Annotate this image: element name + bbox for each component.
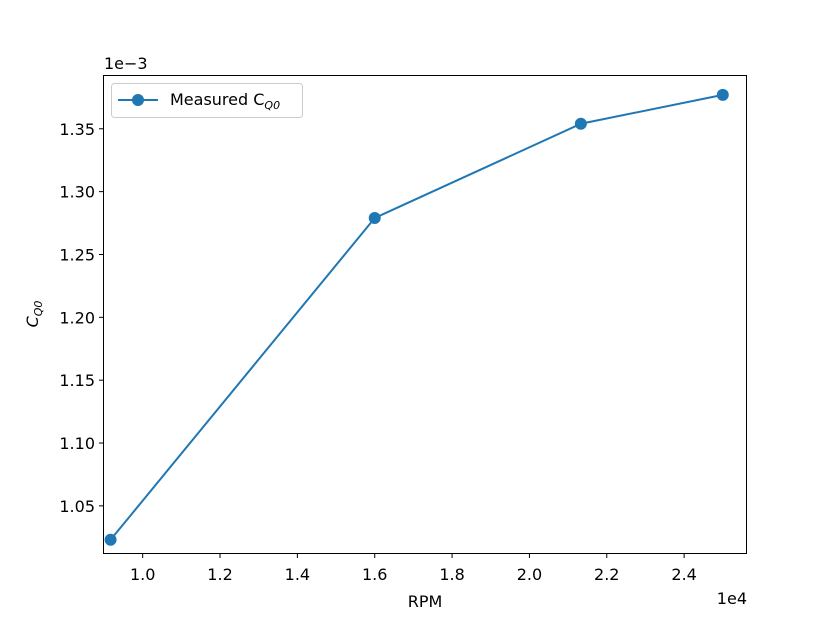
y-tick-label: 1.05 bbox=[59, 497, 95, 516]
legend-label-sub: Q0 bbox=[264, 99, 280, 112]
data-point bbox=[368, 212, 381, 225]
y-tick-label: 1.25 bbox=[59, 245, 95, 264]
x-tick-label: 2.0 bbox=[517, 565, 542, 584]
x-tick-label: 1.2 bbox=[207, 565, 232, 584]
x-tick-label: 2.2 bbox=[594, 565, 619, 584]
data-point bbox=[716, 88, 729, 101]
y-axis-label-main: C bbox=[23, 315, 42, 327]
x-tick-label: 2.4 bbox=[671, 565, 696, 584]
plot-layer bbox=[104, 88, 729, 546]
y-axis: 1.05 1.10 1.15 1.20 1.25 1.30 1.35 bbox=[59, 120, 104, 516]
y-tick-label: 1.10 bbox=[59, 434, 95, 453]
y-tick-label: 1.15 bbox=[59, 371, 95, 390]
series-line bbox=[109, 93, 723, 541]
legend-marker-sample bbox=[132, 94, 144, 106]
y-axis-label-sub: Q0 bbox=[32, 301, 45, 317]
x-axis: 1.0 1.2 1.4 1.6 1.8 2.0 2.2 2.4 bbox=[130, 553, 697, 584]
data-point bbox=[104, 533, 117, 546]
y-axis-label: CQ0 bbox=[23, 301, 45, 328]
legend: Measured CQ0 bbox=[111, 83, 303, 118]
x-multiplier: 1e4 bbox=[717, 589, 747, 608]
x-axis-label: RPM bbox=[408, 592, 443, 611]
x-tick-label: 1.6 bbox=[362, 565, 387, 584]
svg-text:CQ0: CQ0 bbox=[23, 301, 45, 328]
x-tick-label: 1.4 bbox=[285, 565, 310, 584]
y-tick-label: 1.20 bbox=[59, 308, 95, 327]
y-multiplier: 1e−3 bbox=[104, 54, 148, 73]
legend-label: Measured CQ0 bbox=[170, 90, 280, 112]
legend-box bbox=[111, 83, 303, 118]
y-tick-label: 1.35 bbox=[59, 120, 95, 139]
y-tick-label: 1.30 bbox=[59, 183, 95, 202]
data-point bbox=[574, 117, 587, 130]
x-tick-label: 1.0 bbox=[130, 565, 155, 584]
legend-label-main: Measured C bbox=[170, 90, 264, 109]
axes-frame bbox=[103, 75, 747, 554]
x-tick-label: 1.8 bbox=[439, 565, 464, 584]
